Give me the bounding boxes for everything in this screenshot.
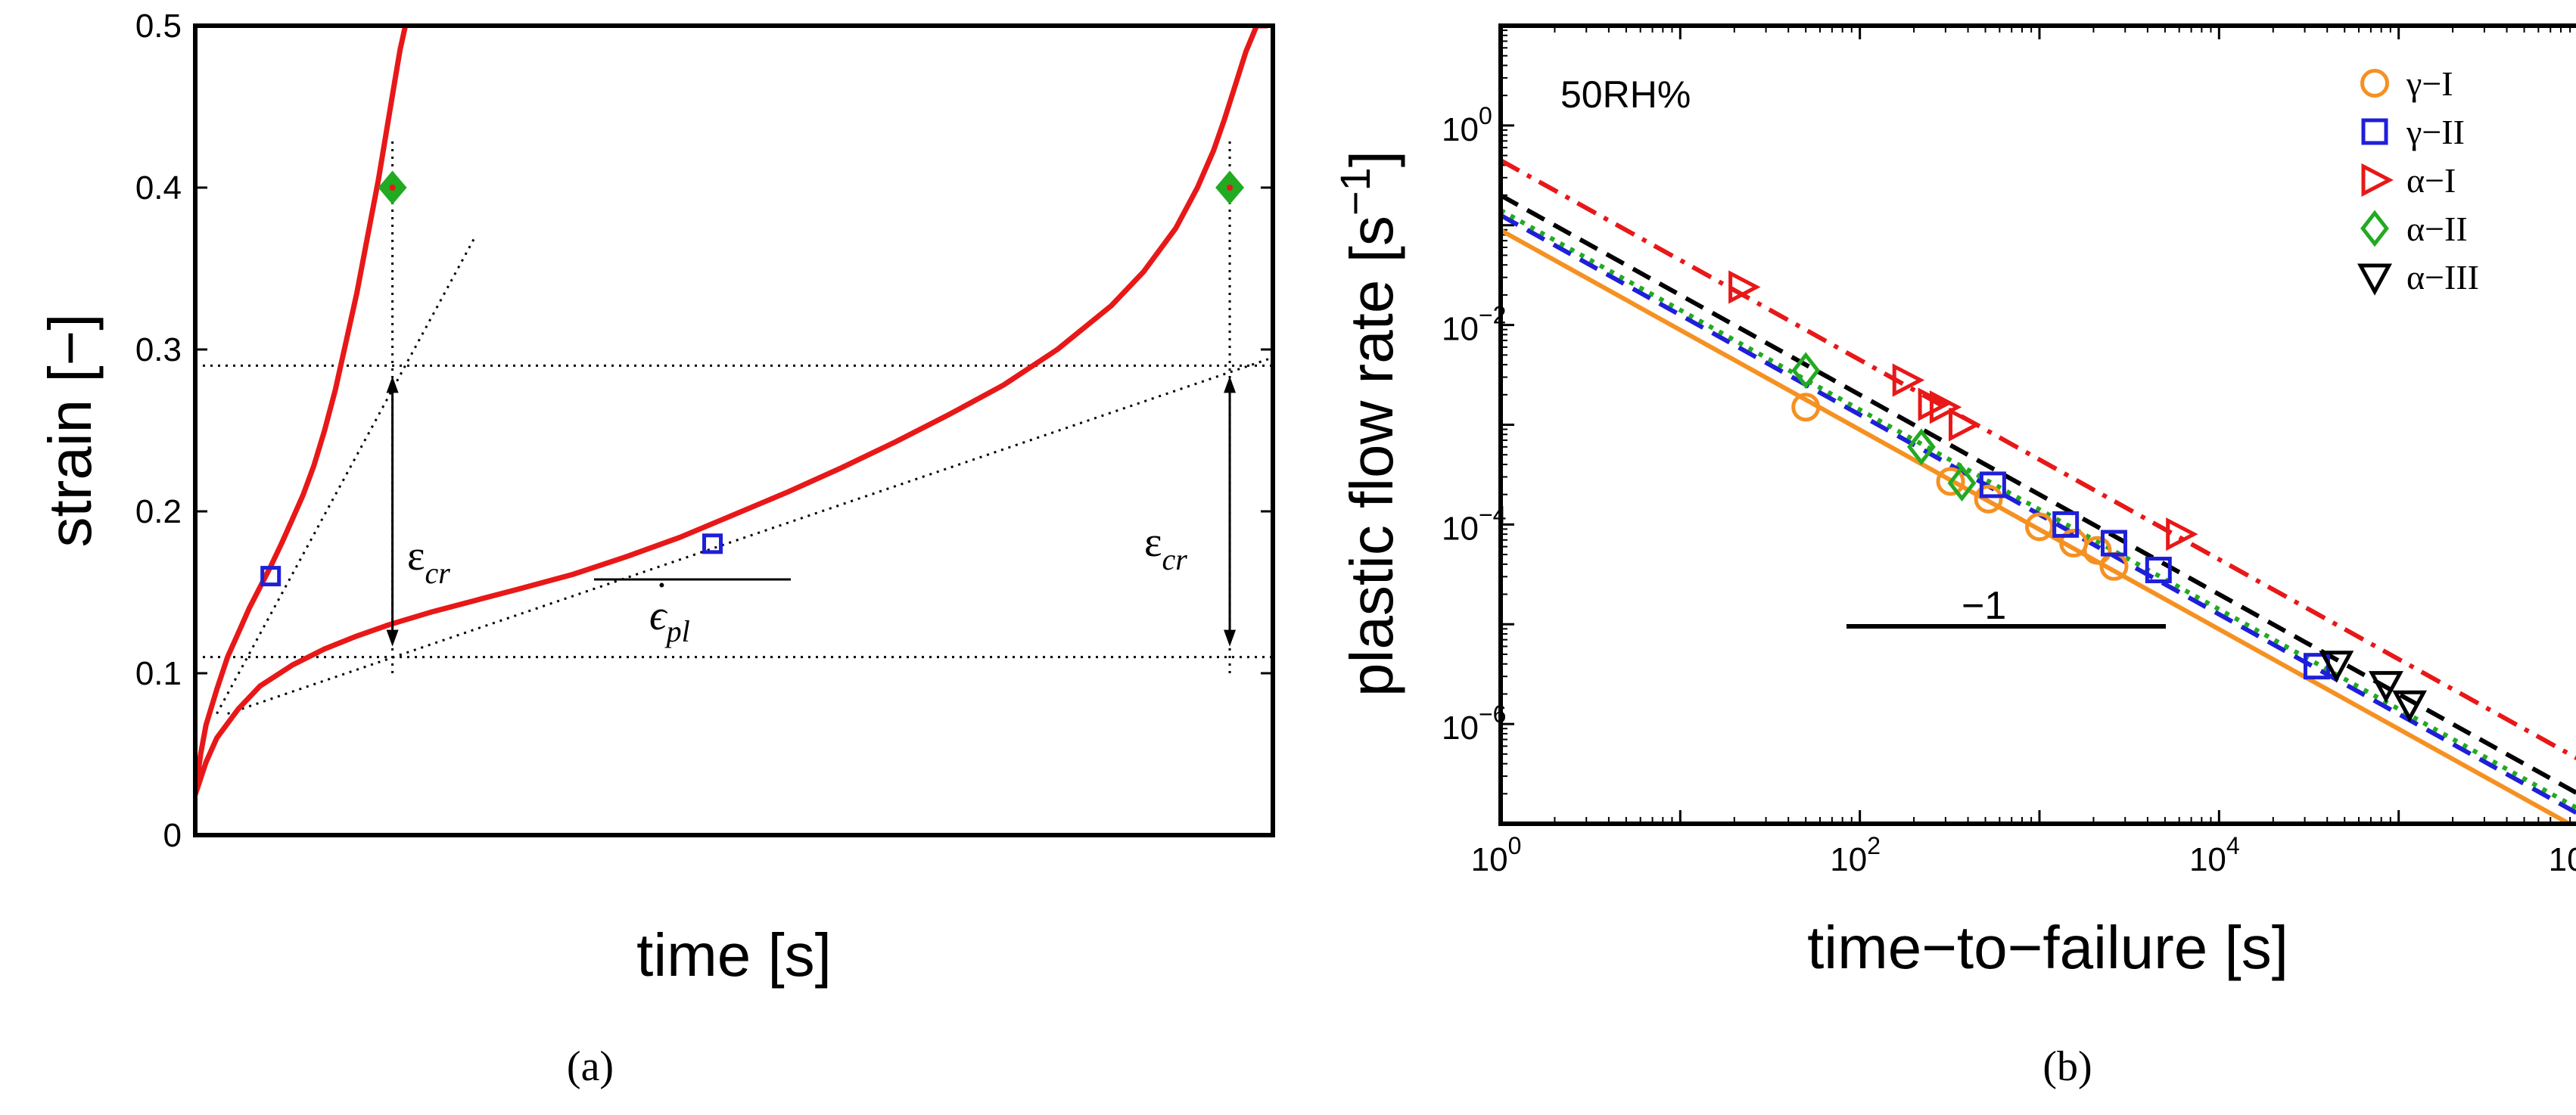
data-points [1728, 270, 2428, 722]
y-tick-label-b-0: 100 [1442, 102, 1492, 148]
y-ticks-a: 0 0.1 0.2 0.3 0.4 0.5 [135, 8, 1273, 854]
x-tick-label-b-2: 104 [2189, 832, 2240, 878]
marker-dot-3 [1227, 185, 1234, 191]
point-s1-0 [1791, 393, 1821, 422]
fit-line-4 [1501, 208, 2576, 810]
eps-cr-arrow-head-down-1 [386, 629, 399, 647]
point-s3-4 [1949, 408, 1981, 442]
eps-cr-label-1: εcr [407, 533, 450, 590]
legend-marker-3 [2361, 163, 2394, 197]
y-axis-label-a: strain [−] [36, 313, 104, 547]
x-ticks-b: 100 102 104 106 [1471, 832, 2576, 878]
eps-cr-arrow-head-up-2 [1224, 376, 1237, 393]
eps-pl-dot: ˙ [655, 574, 669, 621]
y-tick-label-b-1: 10−2 [1442, 302, 1506, 348]
legend-label-3: α−I [2406, 161, 2456, 200]
x-tick-label-b-3: 106 [2549, 832, 2576, 878]
panel-a: 00.10.20.30.40.5 εcr εcr ˙ ϵpl time [s] … [36, 8, 1275, 1090]
point-s1-3 [2025, 512, 2054, 542]
y-tick-label-a-5: 0.5 [135, 8, 182, 45]
y-tick-label-b-3: 10−6 [1442, 700, 1506, 747]
y-axis-label-b: plastic flow rate [s−1] [1331, 151, 1405, 697]
fit-line-3 [1501, 158, 2576, 761]
eps-cr-arrows [386, 376, 1237, 647]
markers [260, 170, 1245, 587]
legend-marker-4 [2360, 210, 2389, 247]
eps-pl-label: ϵpl [649, 592, 690, 648]
fit-line-1 [1501, 228, 2574, 824]
axes-frame-a [193, 23, 1275, 837]
point-s5-0 [2319, 651, 2354, 683]
eps-cr-label-2: εcr [1144, 519, 1187, 576]
creep-curve-2 [195, 26, 1268, 796]
point-s4-0 [1791, 352, 1821, 390]
point-s4-2 [1947, 464, 1977, 502]
panel-label-b: (b) [2042, 1043, 2092, 1090]
point-s3-5 [2166, 517, 2198, 551]
guide-line-5 [227, 356, 1273, 715]
point-s3-1 [1892, 363, 1925, 397]
marker-dot-1 [389, 185, 396, 191]
point-s2-3 [2145, 557, 2172, 584]
rh-annotation: 50RH% [1560, 73, 1691, 116]
eps-cr-arrow-head-up-1 [386, 376, 399, 393]
y-tick-label-a-2: 0.2 [135, 493, 182, 530]
x-tick-label-b-1: 102 [1830, 832, 1881, 878]
y-tick-label-a-3: 0.3 [135, 331, 182, 368]
axes-frame-b [1498, 23, 2576, 826]
marker-square-0 [260, 566, 282, 587]
y-tick-label-b-2: 10−4 [1442, 501, 1506, 547]
point-s2-2 [2100, 530, 2127, 557]
guide-lines [195, 138, 1273, 715]
panel-label-a: (a) [567, 1043, 614, 1090]
point-s5-1 [2368, 671, 2403, 703]
y-tick-label-a-4: 0.4 [135, 169, 182, 207]
legend-marker-5 [2357, 263, 2392, 296]
y-tick-label-a-1: 0.1 [135, 655, 182, 692]
legend-label-5: α−III [2406, 258, 2479, 297]
eps-cr-arrow-head-down-2 [1224, 629, 1237, 647]
panel-b: −1 100 102 104 106 100 10−2 10−4 10−6 50RH% γ−… [1331, 23, 2576, 1090]
point-s1-1 [1936, 467, 1965, 496]
legend-marker-1 [2360, 69, 2389, 98]
x-axis-label-a: time [s] [636, 921, 832, 989]
point-s5-2 [2392, 690, 2428, 722]
legend-marker-2 [2361, 118, 2388, 145]
legend-label-4: α−II [2406, 210, 2468, 248]
point-s3-0 [1728, 270, 1761, 304]
point-s1-2 [1974, 484, 2003, 514]
fit-line-5 [1501, 193, 2576, 796]
x-axis-label-b: time−to−failure [s] [1807, 914, 2288, 981]
slope-label: −1 [1962, 584, 2006, 628]
y-tick-label-a-0: 0 [163, 817, 182, 854]
creep-curve-1 [195, 26, 409, 795]
point-s2-0 [1979, 471, 2006, 498]
legend-label-1: γ−I [2406, 64, 2453, 103]
point-s2-1 [2052, 511, 2080, 538]
creep-curves [195, 26, 1268, 796]
y-ticks-b: 100 10−2 10−4 10−6 [1442, 102, 1506, 747]
legend-label-2: γ−II [2406, 113, 2465, 151]
marker-square-2 [702, 533, 723, 554]
x-tick-label-b-0: 100 [1471, 832, 1522, 878]
point-s3-3 [1929, 390, 1962, 424]
legend: γ−I γ−II α−I α−II α−III [2357, 64, 2479, 297]
point-s4-1 [1907, 428, 1936, 466]
point-s1-5 [2083, 536, 2112, 565]
